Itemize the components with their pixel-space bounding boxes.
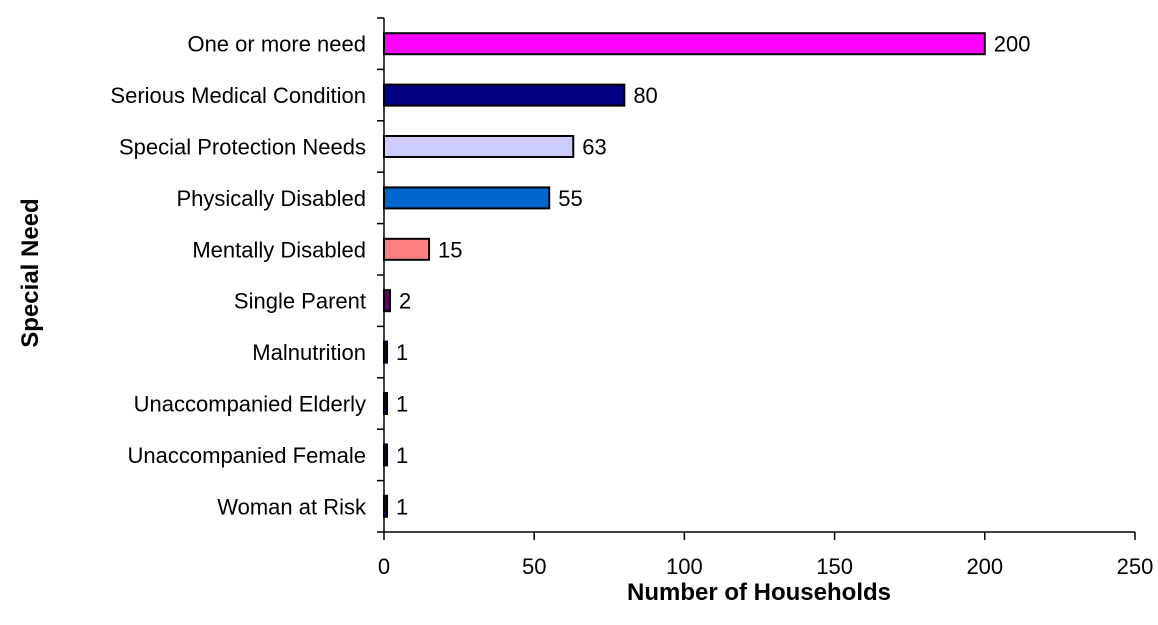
- category-label-unaccompanied-female: Unaccompanied Female: [128, 443, 366, 468]
- category-label-malnutrition: Malnutrition: [252, 340, 366, 365]
- axes-layer: 0 50 100 150 200 250: [377, 17, 1154, 579]
- data-label-woman-at-risk: 1: [396, 494, 408, 519]
- category-label-special-protection-needs: Special Protection Needs: [119, 135, 366, 160]
- data-label-malnutrition: 1: [396, 340, 408, 365]
- data-label-mentally-disabled: 15: [438, 237, 462, 262]
- bar-mentally-disabled: [383, 237, 431, 261]
- category-label-woman-at-risk: Woman at Risk: [217, 494, 367, 519]
- x-tick-label-250: 250: [1117, 554, 1154, 579]
- data-label-serious-medical-condition: 80: [633, 83, 657, 108]
- y-axis-title: Special Need: [17, 198, 44, 347]
- bars-layer: [383, 32, 986, 518]
- x-tick-label-150: 150: [816, 554, 853, 579]
- category-label-unaccompanied-elderly: Unaccompanied Elderly: [134, 392, 366, 417]
- category-label-one-or-more-need: One or more need: [187, 32, 366, 57]
- bar-one-or-more-need: [383, 32, 986, 56]
- data-label-single-parent: 2: [399, 289, 411, 314]
- x-tick-label-50: 50: [522, 554, 546, 579]
- bar-physically-disabled: [383, 186, 551, 210]
- data-label-one-or-more-need: 200: [994, 32, 1031, 57]
- bar-special-protection-needs: [383, 135, 575, 158]
- bar-single-parent: [383, 289, 392, 313]
- x-axis-title: Number of Households: [627, 579, 891, 606]
- category-label-mentally-disabled: Mentally Disabled: [192, 237, 366, 262]
- data-label-physically-disabled: 55: [558, 186, 582, 211]
- x-tick-label-200: 200: [966, 554, 1003, 579]
- x-tick-label-0: 0: [378, 554, 390, 579]
- labels-layer: One or more need 200 Serious Medical Condi…: [110, 32, 1030, 520]
- bar-serious-medical-condition: [383, 83, 626, 107]
- data-label-unaccompanied-elderly: 1: [396, 392, 408, 417]
- category-label-serious-medical-condition: Serious Medical Condition: [110, 83, 366, 108]
- x-tick-label-100: 100: [666, 554, 703, 579]
- category-label-physically-disabled: Physically Disabled: [176, 186, 366, 211]
- data-label-unaccompanied-female: 1: [396, 443, 408, 468]
- data-label-special-protection-needs: 63: [582, 135, 606, 160]
- category-label-single-parent: Single Parent: [234, 289, 366, 314]
